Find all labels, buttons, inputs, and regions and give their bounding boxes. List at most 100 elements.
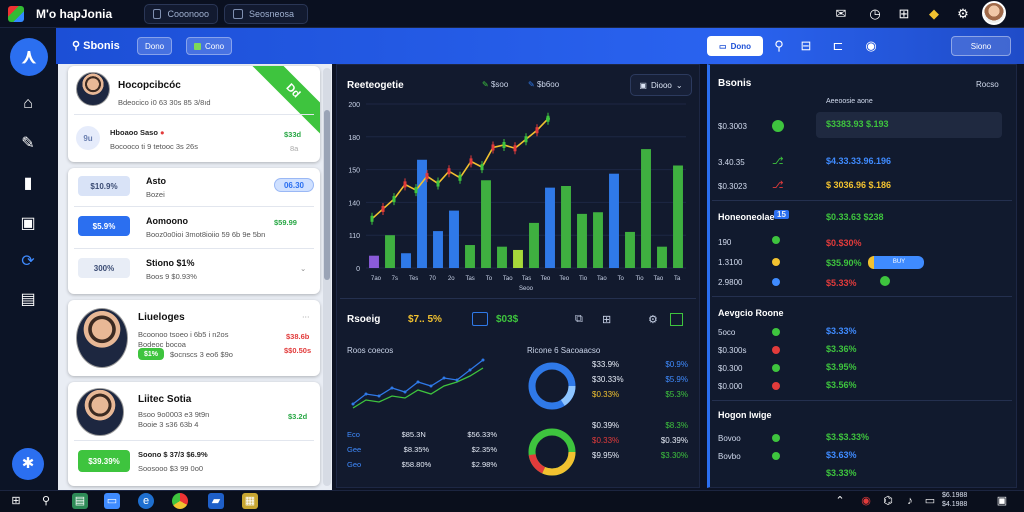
mail-icon[interactable]: ▭ <box>104 493 120 509</box>
export-icon[interactable]: ⊏ <box>832 38 844 53</box>
tab-1[interactable]: Cooonooo <box>144 4 218 24</box>
cell: $5.3% <box>665 390 688 399</box>
x-tick-label: Ta <box>674 276 681 282</box>
cell: $9.95% <box>592 451 620 460</box>
stats-title: Rsoeig <box>347 314 381 325</box>
bar <box>609 173 619 268</box>
filter-pill-2[interactable]: Cono <box>186 37 233 55</box>
card-value: $38.6b <box>286 332 310 341</box>
bell-icon[interactable]: ◆ <box>929 6 939 21</box>
battery-icon[interactable]: ▭ <box>924 495 936 507</box>
row-value: $3.56% <box>826 380 857 390</box>
cell: Gee <box>347 445 362 454</box>
table-row: Geo $58.80% $2.98% <box>347 460 497 469</box>
settings-gear-icon[interactable]: ✱ <box>12 448 44 480</box>
row-pill: 300% <box>78 258 130 278</box>
clock[interactable]: $6.1988 $4.1988 <box>942 491 967 509</box>
grid-icon[interactable]: ⊞ <box>602 314 612 326</box>
edge-icon[interactable]: e <box>138 493 154 509</box>
status-dot-icon <box>772 236 780 244</box>
bar <box>465 245 475 268</box>
cell: $2.35% <box>471 445 497 454</box>
data-point <box>403 390 407 394</box>
status-dot-icon <box>772 328 780 336</box>
report-icon[interactable]: ▤ <box>20 291 36 308</box>
profile-card-3[interactable]: Liitec Sotia Bsoo 9o0003 e3 9t9n Booie 3… <box>68 382 320 486</box>
filter-icon[interactable]: ⚙ <box>648 314 658 326</box>
donut-segment <box>528 428 576 476</box>
refresh-icon[interactable]: ⟳ <box>21 253 35 270</box>
store-icon[interactable]: ▤ <box>72 493 88 509</box>
card-name: Liitec Sotia <box>138 394 192 405</box>
expand-icon[interactable] <box>670 313 683 326</box>
cell: $0.39% <box>660 436 688 445</box>
filter-pill-1[interactable]: Dono <box>137 37 173 55</box>
scrollbar-thumb[interactable] <box>324 110 330 280</box>
candle-body <box>392 196 396 203</box>
profile-card-1[interactable]: Hocopcibcóc Bdeocico i0 63 30s 85 3/8ıd … <box>68 66 320 162</box>
start-menu-icon[interactable]: ⊞ <box>11 495 21 507</box>
sidebar-logo-icon[interactable]: ⋏ <box>10 38 48 76</box>
chart-mini-icon: ⎇ <box>772 180 784 191</box>
right-action-button[interactable]: Siono <box>951 36 1011 56</box>
highlight-row[interactable] <box>816 112 1002 138</box>
volume-icon[interactable]: ♪ <box>907 495 913 507</box>
candle-body <box>491 144 495 151</box>
period-dropdown[interactable]: ▣ Diooo ⌄ <box>630 74 692 96</box>
chart-icon[interactable] <box>472 312 488 326</box>
divider <box>74 206 314 207</box>
grid-icon[interactable]: ⊞ <box>898 6 910 21</box>
tab-2[interactable]: Seosneosa <box>224 4 308 24</box>
divider <box>74 440 314 441</box>
divider <box>712 400 1012 401</box>
profile-card-2[interactable]: Liueloges Bcoonoo tsoeo i 6b5 i n2os Bod… <box>68 300 320 376</box>
search-icon[interactable]: ⚲ <box>774 38 784 53</box>
row-pill: 9u <box>76 126 100 150</box>
row-label: Stiono $1% <box>146 258 195 268</box>
user-avatar[interactable] <box>982 1 1006 25</box>
table-row: $0.33% $5.3% <box>592 390 688 399</box>
section-title: Hogon lwige <box>718 410 772 420</box>
settings-icon[interactable]: ⚙ <box>957 6 969 21</box>
row-sub: Boos 9 $0.93% <box>146 272 197 281</box>
primary-button[interactable]: ▭ Dono <box>707 36 763 56</box>
search-icon[interactable]: ⚲ <box>41 495 51 507</box>
notifications-icon[interactable]: ▣ <box>996 495 1008 507</box>
more-icon[interactable]: ⋯ <box>302 312 310 321</box>
clock-icon[interactable]: ◷ <box>869 6 881 21</box>
pen-icon[interactable]: ✎ <box>21 135 35 152</box>
divider <box>712 296 1012 297</box>
copy-icon[interactable]: ⧉ <box>575 313 583 325</box>
chat-icon[interactable]: ▣ <box>20 215 36 232</box>
chevron-down-icon[interactable]: ⌄ <box>300 264 307 273</box>
toggle[interactable]: 06.30 <box>274 178 314 192</box>
table-icon[interactable]: ⊟ <box>800 38 812 53</box>
candle-body <box>513 145 517 152</box>
ribbon-label: Dd <box>250 66 320 136</box>
table-row: $30.33% $5.9% <box>592 375 688 384</box>
chevron-up-icon[interactable]: ⌃ <box>835 495 845 507</box>
card-value: $3.2d <box>288 412 308 421</box>
cell: $0.9% <box>665 360 688 369</box>
home-icon[interactable]: ⌂ <box>23 95 33 112</box>
table-row: Eco $85.3N $56.33% <box>347 430 497 439</box>
folder-icon[interactable]: ▰ <box>208 493 224 509</box>
files-icon[interactable]: ▦ <box>242 493 258 509</box>
row-label: Aomoono <box>146 216 188 226</box>
buy-tag[interactable]: BUY <box>868 256 924 269</box>
status-dot-icon <box>772 278 780 286</box>
line-chart <box>351 358 485 409</box>
card-sub3: Soosooo $3 99 0o0 <box>138 464 204 473</box>
row-label: Asto <box>146 176 166 186</box>
cell: $85.3N <box>401 430 426 439</box>
antivirus-icon[interactable]: ◉ <box>861 495 871 507</box>
bar <box>529 222 539 268</box>
book-icon[interactable]: ▮ <box>23 175 33 192</box>
search-icon: ⚲ <box>72 40 84 52</box>
notification-icon[interactable]: ✉ <box>835 6 847 21</box>
network-icon[interactable]: ⌬ <box>883 495 893 507</box>
data-point <box>364 392 368 396</box>
data-point <box>377 394 381 398</box>
info-icon[interactable]: ◉ <box>865 38 877 53</box>
chrome-icon[interactable] <box>172 493 188 509</box>
